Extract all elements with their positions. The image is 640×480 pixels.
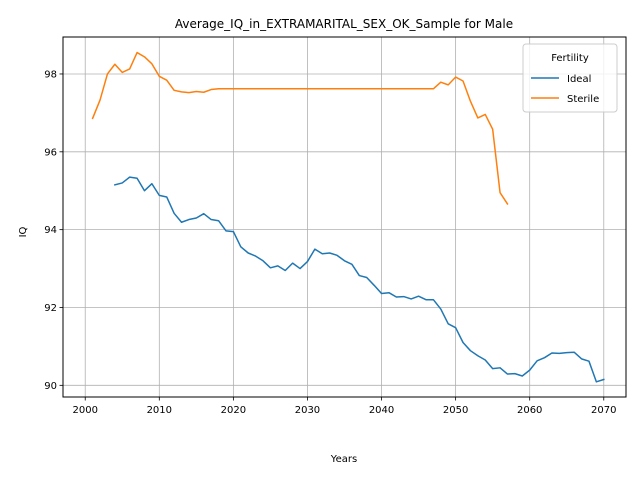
chart-title: Average_IQ_in_EXTRAMARITAL_SEX_OK_Sample… <box>175 17 513 31</box>
legend-title: Fertility <box>551 53 589 64</box>
y-tick-label: 94 <box>44 225 57 236</box>
x-tick-label: 2040 <box>369 405 394 416</box>
legend-label-ideal: Ideal <box>567 74 591 85</box>
legend-box <box>522 43 618 113</box>
x-tick-label: 2020 <box>221 405 246 416</box>
y-tick-label: 96 <box>44 147 57 158</box>
series-line-ideal <box>113 176 605 383</box>
y-tick-label: 90 <box>44 381 57 392</box>
x-tick-label: 2000 <box>72 405 97 416</box>
x-tick-label: 2010 <box>147 405 172 416</box>
x-tick-label: 2030 <box>295 405 320 416</box>
y-axis-label: IQ <box>18 226 29 237</box>
plot-lines <box>91 51 605 383</box>
legend-label-sterile: Sterile <box>567 94 599 105</box>
plot-frame <box>62 36 627 398</box>
legend: Fertility Ideal Sterile <box>522 43 618 113</box>
axis-ticks: 2000 2010 2020 2030 2040 2050 2060 2070 90 92 94 96… <box>44 69 616 416</box>
x-tick-label: 2060 <box>517 405 542 416</box>
x-axis-label: Years <box>330 454 357 465</box>
y-tick-label: 98 <box>44 69 57 80</box>
x-tick-label: 2070 <box>591 405 616 416</box>
series-line-sterile <box>91 51 509 205</box>
y-tick-label: 92 <box>44 303 57 314</box>
x-tick-label: 2050 <box>443 405 468 416</box>
